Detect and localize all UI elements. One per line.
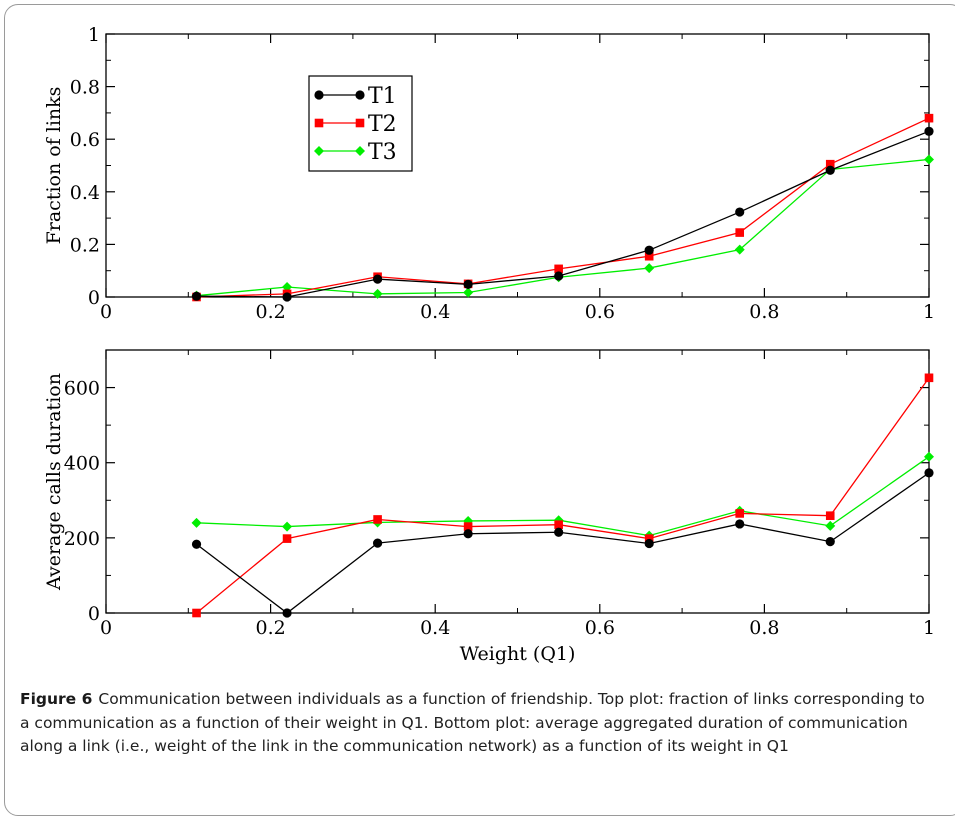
data-point — [735, 519, 745, 529]
data-point — [825, 165, 835, 175]
data-point — [282, 521, 293, 532]
x-tick-label: 1 — [923, 301, 935, 323]
series-t3 — [191, 154, 934, 301]
legend-label-t2: T2 — [368, 112, 397, 137]
y-tick-label: 0 — [88, 603, 100, 625]
y-tick-label: 0 — [88, 287, 100, 309]
data-point — [554, 527, 564, 537]
data-point — [191, 517, 202, 528]
data-point — [924, 126, 934, 136]
y-tick-label: 0.8 — [70, 77, 100, 99]
x-tick-label: 0 — [100, 301, 112, 323]
figure-label: Figure 6 — [20, 690, 93, 708]
x-tick-label: 0.4 — [420, 617, 450, 639]
data-point — [463, 529, 473, 539]
data-point — [282, 534, 292, 543]
y-axis-label: Fraction of links — [43, 87, 65, 245]
data-point — [554, 520, 563, 530]
data-point — [924, 468, 934, 478]
data-point — [463, 522, 473, 531]
data-point — [463, 287, 474, 298]
data-point — [314, 146, 324, 156]
series-line-t1 — [196, 472, 930, 614]
data-point — [735, 228, 745, 237]
legend: T1 T2 T3 — [308, 75, 413, 172]
x-tick-label: 0 — [100, 617, 112, 639]
data-point — [825, 511, 835, 520]
data-point — [372, 274, 383, 284]
x-tick-label: 0.6 — [585, 301, 615, 323]
data-point — [734, 244, 745, 255]
data-point — [825, 159, 835, 169]
data-point — [191, 539, 202, 549]
data-point — [825, 520, 836, 531]
figure-6-charts: 0 0.2 0.4 0.6 0.8 1 0 0.2 0.4 0.6 0.8 1 Fraction of … — [43, 24, 935, 665]
legend-label-t1: T1 — [368, 84, 397, 109]
series-t1 — [191, 468, 934, 618]
data-point — [191, 291, 202, 301]
series-t2 — [192, 113, 934, 302]
data-point — [554, 271, 564, 281]
x-tick-label: 0.4 — [420, 301, 450, 323]
x-tick-label: 0.8 — [749, 301, 779, 323]
data-point — [924, 451, 934, 462]
data-point — [644, 534, 654, 543]
x-tick-label: 1 — [923, 617, 935, 639]
bottom-plot-frame — [105, 349, 930, 614]
y-tick-label: 0.6 — [70, 129, 100, 151]
top-plot: 0 0.2 0.4 0.6 0.8 1 0 0.2 0.4 0.6 0.8 1 Fraction of … — [43, 24, 935, 323]
data-point — [554, 264, 563, 274]
x-tick-label: 0.2 — [255, 301, 285, 323]
series-t1 — [191, 126, 934, 302]
legend-label-t3: T3 — [368, 140, 397, 165]
y-tick-label: 600 — [64, 378, 100, 400]
data-point — [644, 263, 655, 274]
data-point — [314, 90, 324, 100]
y-tick-label: 400 — [64, 453, 100, 475]
data-point — [372, 288, 383, 299]
data-point — [644, 538, 654, 549]
data-point — [644, 251, 654, 261]
data-point — [825, 537, 835, 547]
data-point — [924, 113, 934, 123]
data-point — [314, 118, 324, 128]
data-point — [735, 509, 745, 518]
series-t2 — [192, 373, 934, 618]
data-point — [355, 118, 365, 128]
y-axis-label: Average calls duration — [43, 373, 65, 591]
data-point — [373, 515, 382, 524]
data-point — [355, 90, 365, 100]
x-tick-label: 0.6 — [585, 617, 615, 639]
y-tick-label: 0.4 — [70, 182, 100, 204]
data-point — [355, 146, 365, 156]
x-tick-label: 0.2 — [255, 617, 285, 639]
data-point — [282, 608, 292, 618]
y-tick-label: 0.2 — [70, 234, 100, 256]
series-line-t2 — [196, 377, 930, 614]
y-tick-label: 200 — [64, 528, 100, 550]
data-point — [924, 154, 934, 165]
x-tick-label: 0.8 — [749, 617, 779, 639]
data-point — [282, 292, 292, 302]
data-point — [735, 207, 745, 217]
figure-caption: Figure 6 Communication between individual… — [20, 688, 930, 759]
data-point — [192, 608, 201, 618]
figure-caption-text: Communication between individuals as a f… — [20, 690, 925, 755]
x-axis-label: Weight (Q1) — [460, 643, 576, 665]
top-plot-frame — [105, 33, 930, 298]
data-point — [282, 282, 293, 293]
y-tick-label: 1 — [88, 24, 100, 46]
data-point — [924, 373, 934, 383]
data-point — [644, 245, 654, 255]
data-point — [463, 279, 473, 289]
data-point — [372, 538, 383, 548]
